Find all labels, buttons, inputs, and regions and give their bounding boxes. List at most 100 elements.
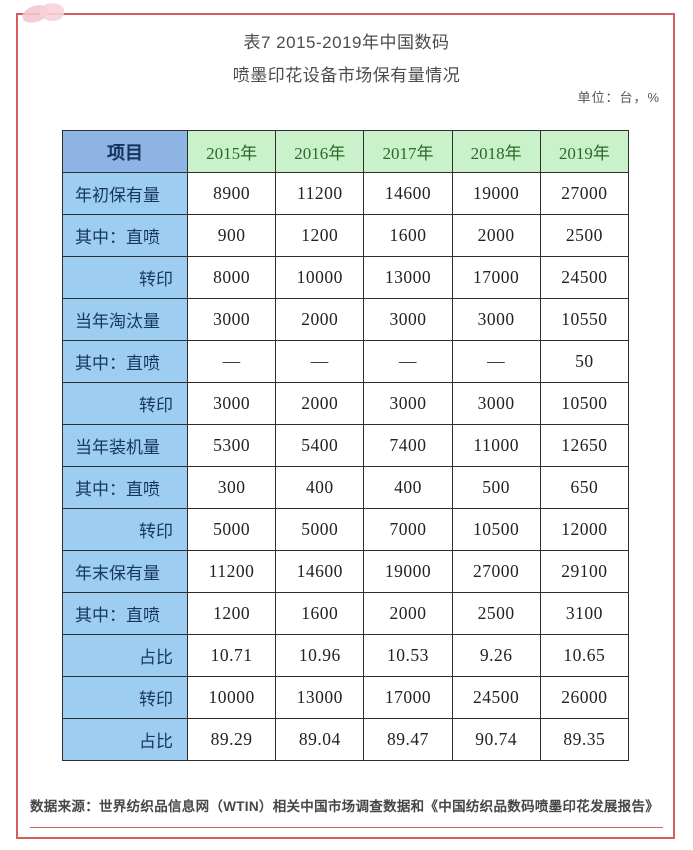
table-row: 当年装机量 5300 5400 7400 11000 12650 [62, 424, 629, 467]
cell-value: 11000 [451, 424, 541, 467]
cell-value: 13000 [363, 256, 453, 299]
row-label: 转印 [62, 508, 188, 551]
table-row: 其中：直喷 1200 1600 2000 2500 3100 [62, 592, 629, 635]
cell-value: 24500 [451, 676, 541, 719]
cell-value: 7400 [363, 424, 453, 467]
cell-value: 26000 [539, 676, 629, 719]
cell-value: 10.65 [539, 634, 629, 677]
cell-value: 89.29 [186, 718, 277, 761]
cell-value: 2000 [451, 214, 541, 257]
row-label: 转印 [62, 676, 188, 719]
cell-value: 19000 [363, 550, 453, 593]
cell-value: 400 [363, 466, 453, 509]
cell-value: 10000 [186, 676, 277, 719]
header-cell-year-2019: 2019年 [539, 130, 629, 173]
table-title-line2: 喷墨印花设备市场保有量情况 [232, 66, 461, 85]
cell-value: 17000 [363, 676, 453, 719]
cell-value: 3000 [186, 298, 277, 341]
row-label: 占比 [62, 634, 188, 677]
table-row: 其中：直喷 900 1200 1600 2000 2500 [62, 214, 629, 257]
table-header-row: 项目 2015年 2016年 2017年 2018年 2019年 [62, 130, 629, 173]
cell-value: 90.74 [451, 718, 541, 761]
cell-value: 7000 [363, 508, 453, 551]
cell-value: 14600 [363, 172, 453, 215]
row-label: 年末保有量 [62, 550, 188, 593]
cell-value: 3000 [186, 382, 277, 425]
row-label: 转印 [62, 256, 188, 299]
cell-value: 2000 [275, 382, 365, 425]
cell-value: 2500 [539, 214, 629, 257]
table-row: 转印 5000 5000 7000 10500 12000 [62, 508, 629, 551]
cell-value: 11200 [186, 550, 277, 593]
cell-value: 10.71 [186, 634, 277, 677]
cell-value: 10000 [275, 256, 365, 299]
cell-value: 29100 [539, 550, 629, 593]
cell-value: 5000 [186, 508, 277, 551]
cell-value: 10.96 [275, 634, 365, 677]
cell-value: 13000 [275, 676, 365, 719]
row-label: 占比 [62, 718, 188, 761]
cell-value: 10550 [539, 298, 629, 341]
table-row: 其中：直喷 300 400 400 500 650 [62, 466, 629, 509]
cell-value: 3000 [363, 298, 453, 341]
flower-ornament-icon [20, 0, 70, 28]
cell-value: 3000 [363, 382, 453, 425]
cell-value: — [451, 340, 541, 383]
row-label: 其中：直喷 [62, 592, 188, 635]
cell-value: 300 [186, 466, 277, 509]
table-row: 占比 89.29 89.04 89.47 90.74 89.35 [62, 718, 629, 761]
cell-value: 89.04 [275, 718, 365, 761]
cell-value: 5300 [186, 424, 277, 467]
cell-value: 2500 [451, 592, 541, 635]
data-source-note: 数据来源：世界纺织品信息网（WTIN）相关中国市场调查数据和《中国纺织品数码喷墨… [30, 799, 660, 814]
header-cell-year-2018: 2018年 [451, 130, 541, 173]
table-row: 转印 3000 2000 3000 3000 10500 [62, 382, 629, 425]
cell-value: 27000 [451, 550, 541, 593]
table-row: 年末保有量 11200 14600 19000 27000 29100 [62, 550, 629, 593]
cell-value: 12650 [539, 424, 629, 467]
cell-value: 1200 [186, 592, 277, 635]
cell-value: 400 [275, 466, 365, 509]
footer-divider [30, 827, 663, 828]
cell-value: 3000 [451, 382, 541, 425]
flower-petal-icon [38, 1, 66, 23]
row-label: 转印 [62, 382, 188, 425]
header-cell-year-2017: 2017年 [363, 130, 453, 173]
table-row: 年初保有量 8900 11200 14600 19000 27000 [62, 172, 629, 215]
cell-value: 500 [451, 466, 541, 509]
row-label: 年初保有量 [62, 172, 188, 215]
cell-value: 24500 [539, 256, 629, 299]
cell-value: 17000 [451, 256, 541, 299]
row-label: 当年装机量 [62, 424, 188, 467]
table-row: 转印 10000 13000 17000 24500 26000 [62, 676, 629, 719]
table-row: 转印 8000 10000 13000 17000 24500 [62, 256, 629, 299]
table-row: 其中：直喷 — — — —50 [62, 340, 629, 383]
cell-value: — [275, 340, 365, 383]
table-body: 年初保有量 8900 11200 14600 19000 27000 其中：直喷 900 120… [62, 172, 629, 761]
header-cell-year-2015: 2015年 [186, 130, 277, 173]
cell-value: 1600 [275, 592, 365, 635]
cell-value: 10500 [539, 382, 629, 425]
table-title-line1: 表7 2015-2019年中国数码 [243, 33, 450, 52]
cell-value: 89.47 [363, 718, 453, 761]
row-label: 当年淘汰量 [62, 298, 188, 341]
cell-value: 3100 [539, 592, 629, 635]
row-label: 其中：直喷 [62, 340, 188, 383]
row-label: 其中：直喷 [62, 466, 188, 509]
cell-value: 19000 [451, 172, 541, 215]
table-title: 表7 2015-2019年中国数码 喷墨印花设备市场保有量情况 [0, 26, 693, 92]
cell-value: 89.35 [539, 718, 629, 761]
cell-value: 12000 [539, 508, 629, 551]
unit-note: 单位：台，% [577, 90, 660, 105]
cell-value: 50 [539, 340, 629, 383]
market-holdings-table: 项目 2015年 2016年 2017年 2018年 2019年 年初保有量 89… [62, 130, 629, 761]
cell-value: 900 [186, 214, 277, 257]
cell-value: 650 [539, 466, 629, 509]
cell-value: 2000 [275, 298, 365, 341]
cell-value: 27000 [539, 172, 629, 215]
cell-value: 5400 [275, 424, 365, 467]
cell-value: 1200 [275, 214, 365, 257]
table-row: 占比 10.71 10.96 10.53 9.26 10.65 [62, 634, 629, 677]
header-cell-year-2016: 2016年 [275, 130, 365, 173]
